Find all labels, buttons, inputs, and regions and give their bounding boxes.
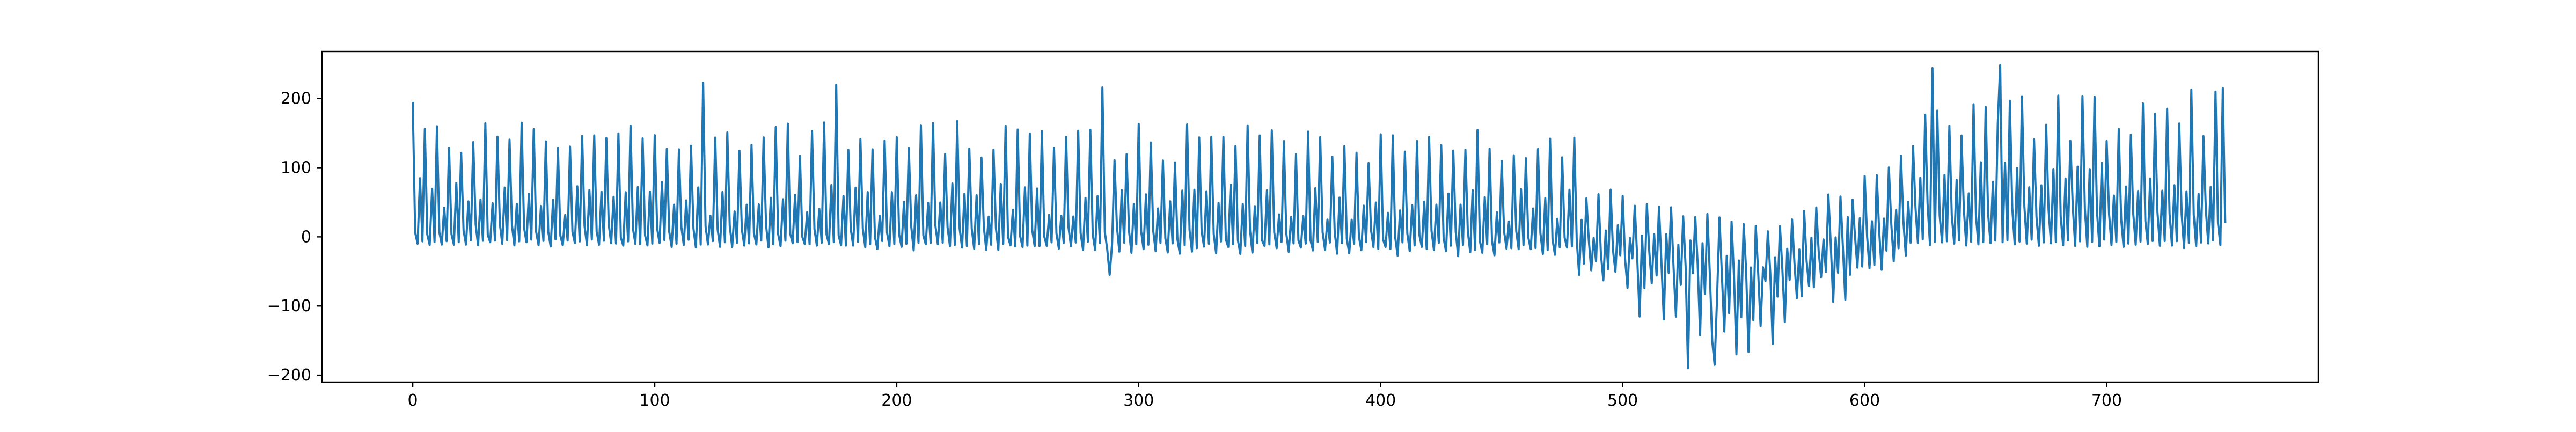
y-tick-label: 0: [301, 228, 311, 246]
x-tick-label: 700: [2091, 391, 2122, 410]
x-tick-label: 300: [1123, 391, 1154, 410]
series-line: [412, 64, 2227, 370]
y-tick-label: 100: [281, 159, 311, 178]
plot-frame: [321, 50, 2319, 383]
y-tick-label: 200: [281, 90, 311, 108]
x-tick-label: 600: [1849, 391, 1880, 410]
y-tick-label: −100: [267, 297, 311, 316]
x-tick-label: 400: [1365, 391, 1396, 410]
series-layer: [412, 64, 2227, 370]
x-tick-label: 0: [408, 391, 418, 410]
x-tick-label: 100: [639, 391, 670, 410]
x-axis: 0 100 200 300 400 500 600 700: [408, 382, 2122, 410]
y-axis: −200 −100 0 100 200: [267, 90, 322, 385]
x-tick-label: 500: [1607, 391, 1638, 410]
y-tick-label: −200: [267, 366, 311, 385]
x-tick-label: 200: [881, 391, 912, 410]
